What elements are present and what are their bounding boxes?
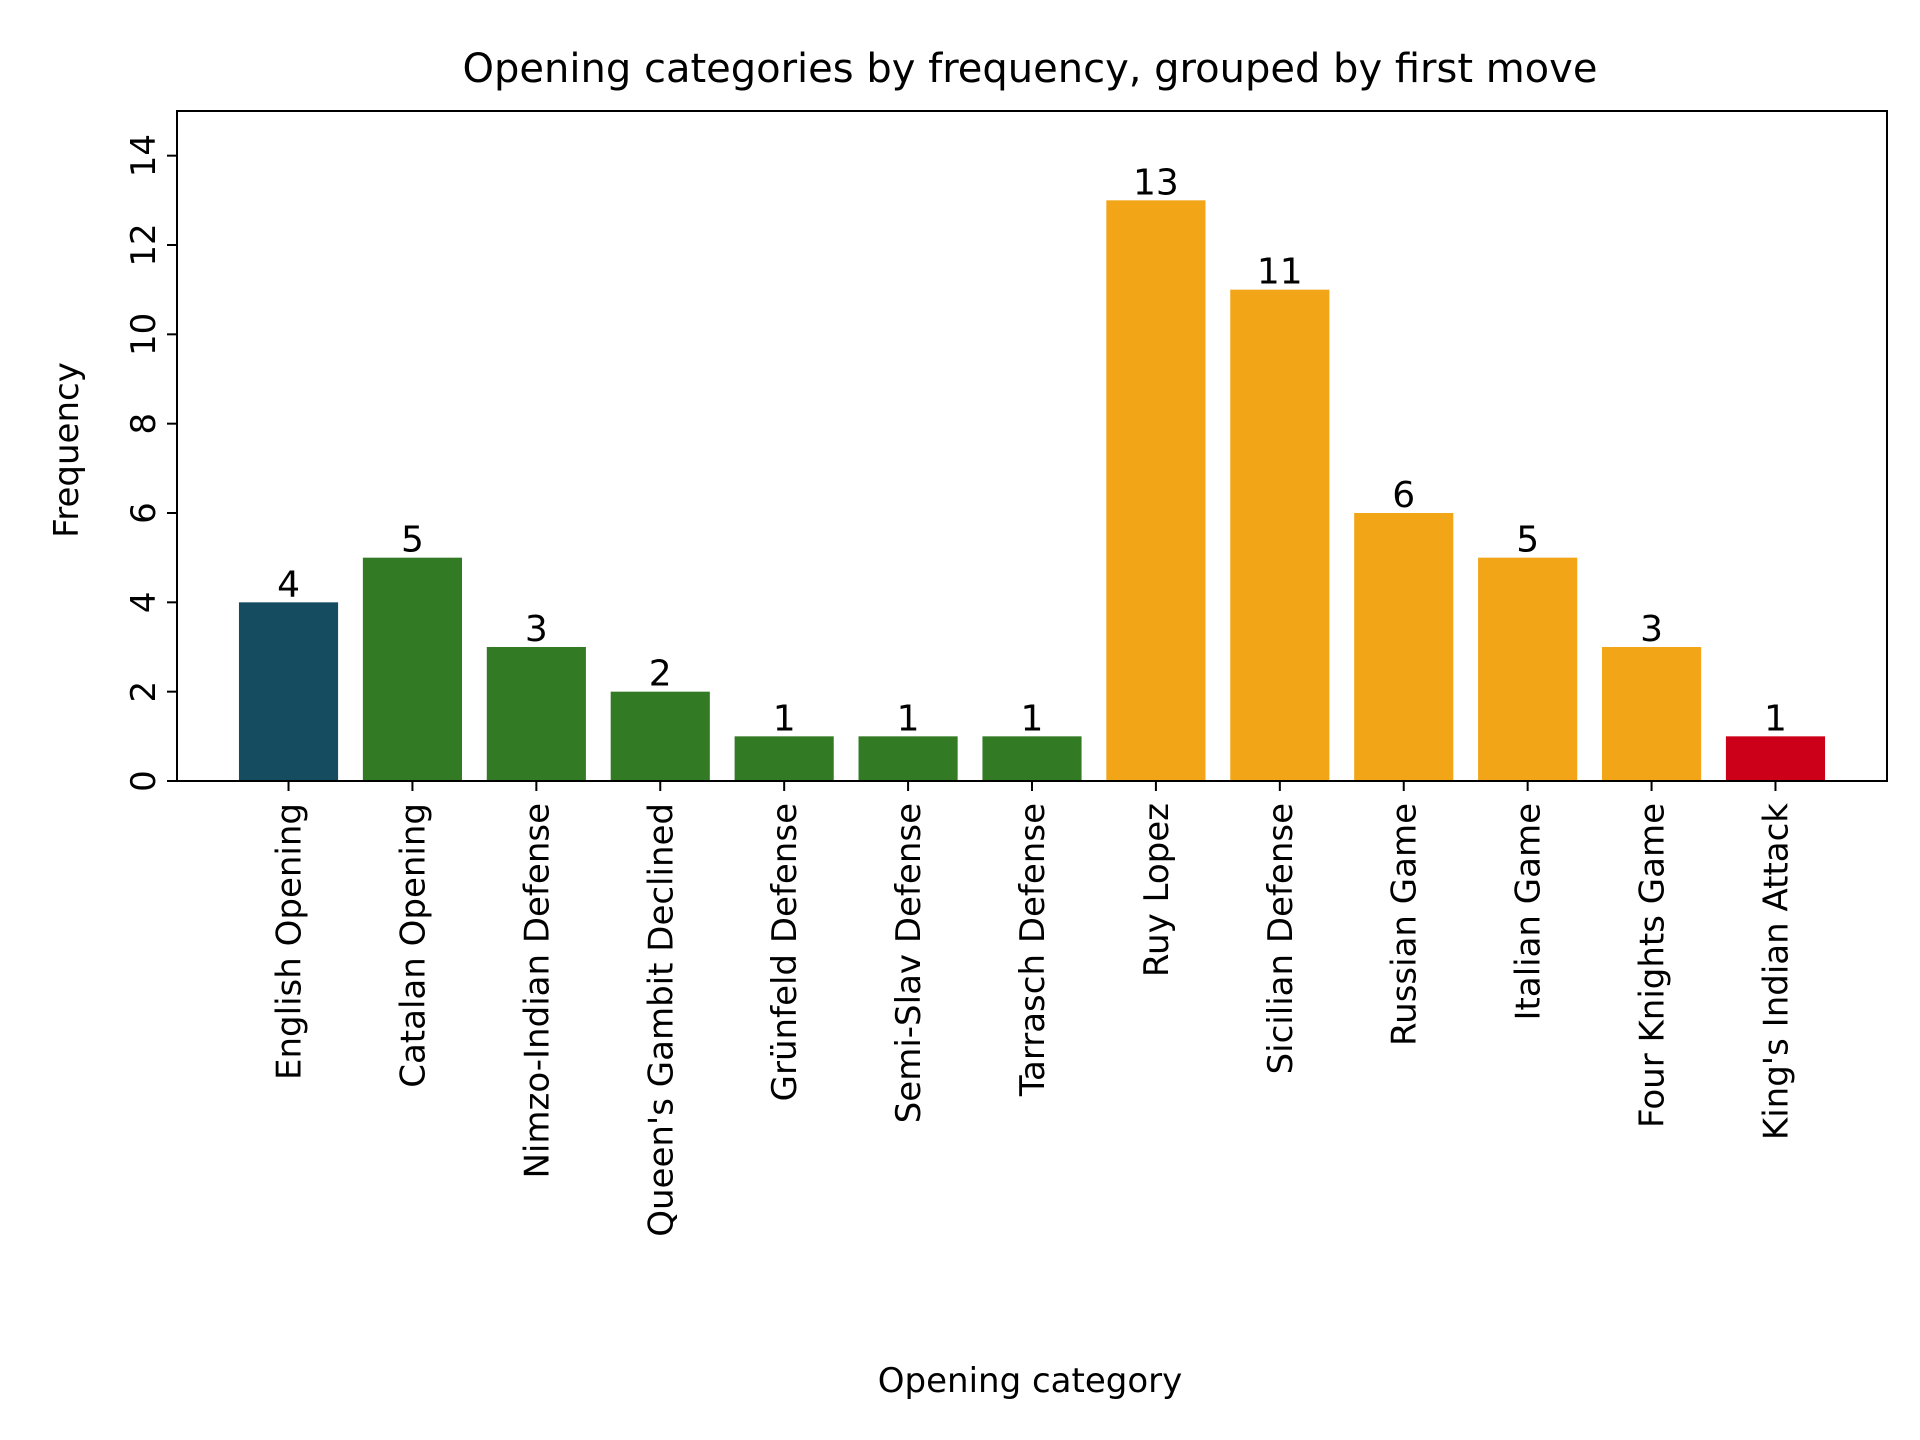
data-label-ruy-lopez: 13	[1133, 162, 1179, 203]
x-tick-label-king-s-indian-attack: King's Indian Attack	[1756, 803, 1796, 1140]
data-label-grunfeld-defense: 1	[773, 698, 796, 739]
data-label-italian-game: 5	[1516, 520, 1539, 561]
y-tick-label: 8	[124, 413, 164, 435]
data-label-four-knights-game: 3	[1640, 609, 1663, 650]
data-label-nimzo-indian-defense: 3	[525, 609, 548, 650]
data-label-tarrasch-defense: 1	[1021, 698, 1044, 739]
x-tick-label-tarrasch-defense: Tarrasch Defense	[1013, 803, 1053, 1097]
x-tick-label-sicilian-defense: Sicilian Defense	[1261, 803, 1301, 1074]
x-tick-label-semi-slav-defense: Semi-Slav Defense	[889, 803, 929, 1123]
bar-italian-game	[1478, 557, 1578, 781]
data-label-catalan-opening: 5	[401, 520, 424, 561]
bar-nimzo-indian-defense	[486, 647, 586, 781]
x-tick-label-ruy-lopez: Ruy Lopez	[1137, 803, 1177, 977]
x-tick-label-italian-game: Italian Game	[1509, 803, 1549, 1021]
y-tick-label: 0	[124, 770, 164, 792]
x-axis-label: Opening category	[878, 1361, 1182, 1401]
x-tick-label-nimzo-indian-defense: Nimzo-Indian Defense	[517, 803, 557, 1179]
bar-semi-slav-defense	[858, 736, 958, 781]
y-tick-label: 14	[124, 134, 164, 177]
data-label-sicilian-defense: 11	[1257, 252, 1303, 293]
x-tick-label-four-knights-game: Four Knights Game	[1633, 803, 1673, 1128]
bar-queen-s-gambit-declined	[610, 691, 710, 781]
y-axis-label: Frequency	[47, 362, 87, 538]
x-tick-label-grunfeld-defense: Grünfeld Defense	[765, 803, 805, 1101]
chart-title: Opening categories by frequency, grouped…	[463, 46, 1598, 92]
x-tick-label-russian-game: Russian Game	[1385, 803, 1425, 1046]
bar-russian-game	[1354, 513, 1454, 781]
bar-tarrasch-defense	[982, 736, 1082, 781]
x-tick-label-queen-s-gambit-declined: Queen's Gambit Declined	[641, 803, 681, 1237]
x-axis-ticks: English Opening Catalan Opening Nimzo-Indi…	[270, 781, 1796, 1237]
plot-area-frame	[176, 110, 1888, 782]
bar-sicilian-defense	[1230, 289, 1330, 781]
y-tick-label: 6	[124, 502, 164, 524]
bar-four-knights-game	[1602, 647, 1702, 781]
bar-english-opening	[238, 602, 339, 781]
y-tick-label: 2	[124, 681, 164, 703]
data-label-queen-s-gambit-declined: 2	[649, 654, 672, 695]
bar-catalan-opening	[362, 557, 462, 781]
y-tick-label: 4	[124, 592, 164, 614]
bars-layer	[238, 200, 1826, 782]
data-label-english-opening: 4	[277, 564, 300, 605]
bar-grunfeld-defense	[734, 736, 834, 781]
bar-ruy-lopez	[1106, 200, 1206, 782]
data-label-russian-game: 6	[1392, 475, 1415, 516]
x-tick-label-english-opening: English Opening	[270, 803, 310, 1080]
y-axis-ticks: 0 2 4 6 8 10 12 14	[124, 134, 177, 792]
y-tick-label: 12	[124, 223, 164, 266]
bar-king-s-indian-attack	[1725, 736, 1826, 781]
x-tick-label-catalan-opening: Catalan Opening	[393, 803, 433, 1088]
data-label-semi-slav-defense: 1	[897, 698, 920, 739]
data-label-king-s-indian-attack: 1	[1764, 698, 1787, 739]
y-tick-label: 10	[124, 313, 164, 356]
